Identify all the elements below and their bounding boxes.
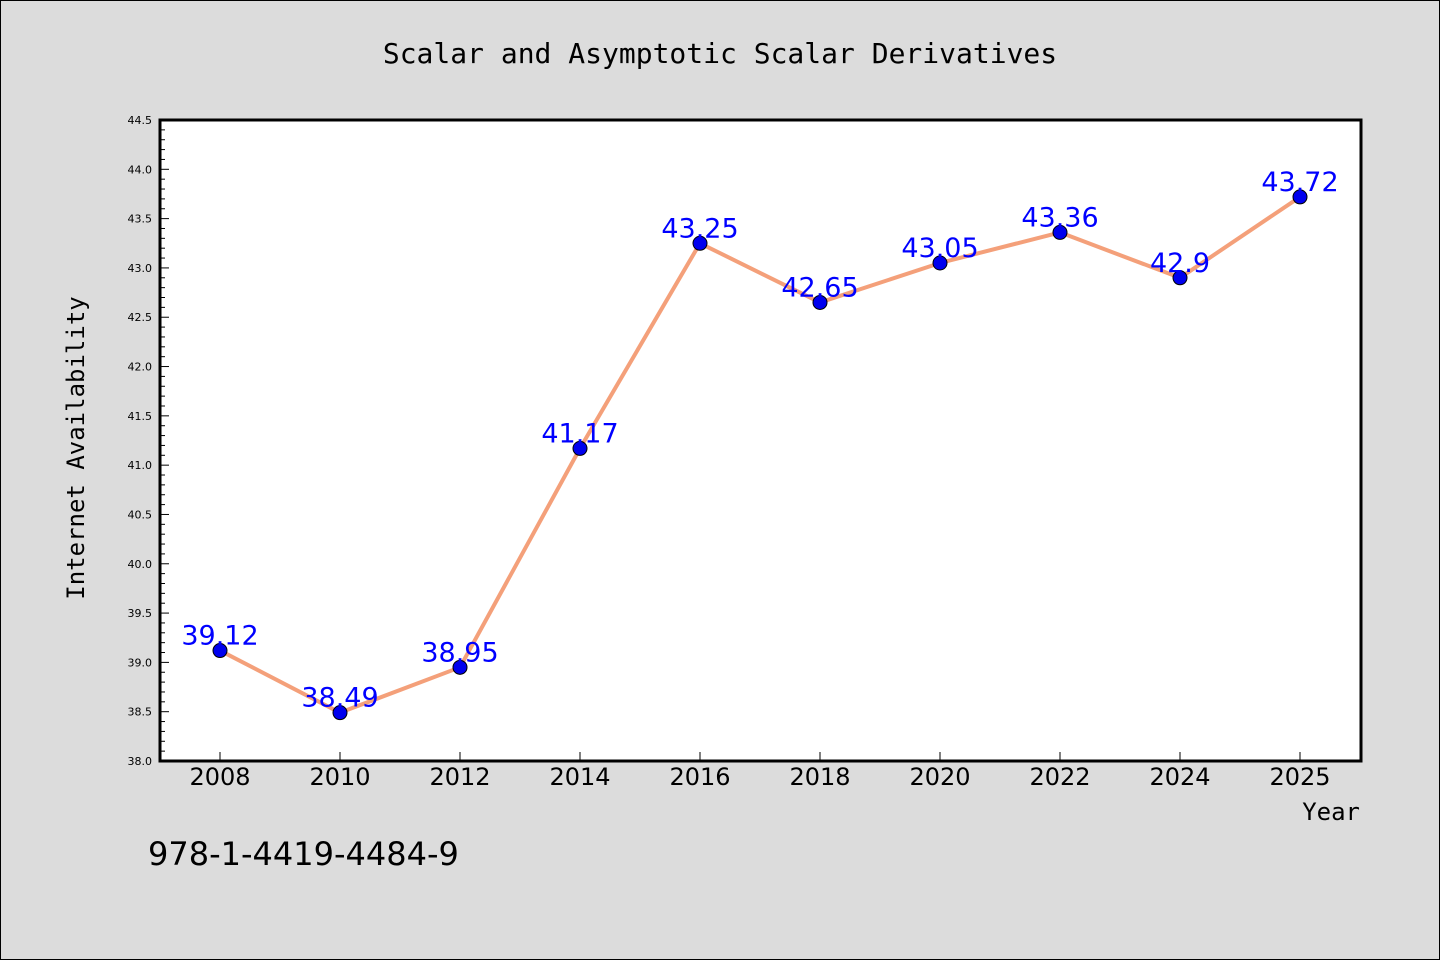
y-tick-label: 44.5 bbox=[128, 114, 153, 127]
y-tick-label: 41.5 bbox=[128, 410, 153, 423]
data-point bbox=[332, 705, 348, 721]
plot-area bbox=[158, 118, 1363, 763]
chart-title: Scalar and Asymptotic Scalar Derivatives bbox=[383, 37, 1057, 70]
y-tick-label: 38.0 bbox=[128, 755, 153, 768]
y-tick-label: 44.0 bbox=[128, 163, 153, 176]
data-label: 38.95 bbox=[421, 637, 498, 668]
y-axis-label: Internet Availability bbox=[62, 296, 90, 599]
y-tick-label: 39.0 bbox=[128, 656, 153, 669]
x-tick-label: 2014 bbox=[549, 763, 610, 791]
x-tick-label: 2024 bbox=[1149, 763, 1210, 791]
data-label: 42.65 bbox=[781, 272, 858, 303]
data-point bbox=[1052, 224, 1068, 240]
series-line bbox=[219, 195, 1302, 715]
data-label: 43.05 bbox=[901, 233, 978, 264]
data-point bbox=[212, 643, 228, 659]
x-tick-label: 2016 bbox=[669, 763, 730, 791]
data-point bbox=[572, 440, 588, 456]
y-tick-label: 42.0 bbox=[128, 361, 153, 374]
data-labels: 39.12 38.49 38.95 41.17 43.25 42.65 43.05 43.36… bbox=[181, 167, 1338, 714]
y-tick-label: 43.5 bbox=[128, 213, 153, 226]
y-axis: 38.0 38.5 39.0 39.5 40.0 40.5 41.0 41.5 42.0 42.5… bbox=[128, 114, 169, 768]
y-tick-label: 40.0 bbox=[128, 558, 153, 571]
data-point bbox=[452, 659, 468, 675]
x-tick-label: 2025 bbox=[1269, 763, 1330, 791]
x-tick-label: 2018 bbox=[789, 763, 850, 791]
x-tick-label: 2020 bbox=[909, 763, 970, 791]
y-tick-label: 40.5 bbox=[128, 508, 153, 521]
x-tick-label: 2022 bbox=[1029, 763, 1090, 791]
data-label: 43.36 bbox=[1021, 202, 1098, 233]
data-point bbox=[812, 294, 828, 310]
data-label: 38.49 bbox=[301, 683, 378, 714]
data-label: 39.12 bbox=[181, 621, 258, 652]
y-tick-label: 38.5 bbox=[128, 706, 153, 719]
x-tick-label: 2010 bbox=[309, 763, 370, 791]
x-axis-label: Year bbox=[1302, 798, 1360, 826]
data-point bbox=[692, 235, 708, 251]
x-tick-label: 2012 bbox=[429, 763, 490, 791]
data-points bbox=[212, 189, 1308, 721]
y-tick-label: 42.5 bbox=[128, 311, 153, 324]
y-tick-label: 41.0 bbox=[128, 459, 153, 472]
data-point bbox=[1292, 189, 1308, 205]
y-tick-label: 39.5 bbox=[128, 607, 153, 620]
data-point bbox=[932, 255, 948, 271]
y-tick-label: 43.0 bbox=[128, 262, 153, 275]
x-axis: 2008 2010 2012 2014 2016 2018 2020 2022 2024 2025 bbox=[189, 752, 1331, 791]
data-label: 43.72 bbox=[1261, 167, 1338, 198]
data-label: 43.25 bbox=[661, 213, 738, 244]
data-point bbox=[1172, 270, 1188, 286]
data-label: 41.17 bbox=[541, 418, 618, 449]
isbn-annotation: 978-1-4419-4484-9 bbox=[148, 835, 459, 873]
x-tick-label: 2008 bbox=[189, 763, 250, 791]
data-label: 42.9 bbox=[1150, 248, 1210, 279]
